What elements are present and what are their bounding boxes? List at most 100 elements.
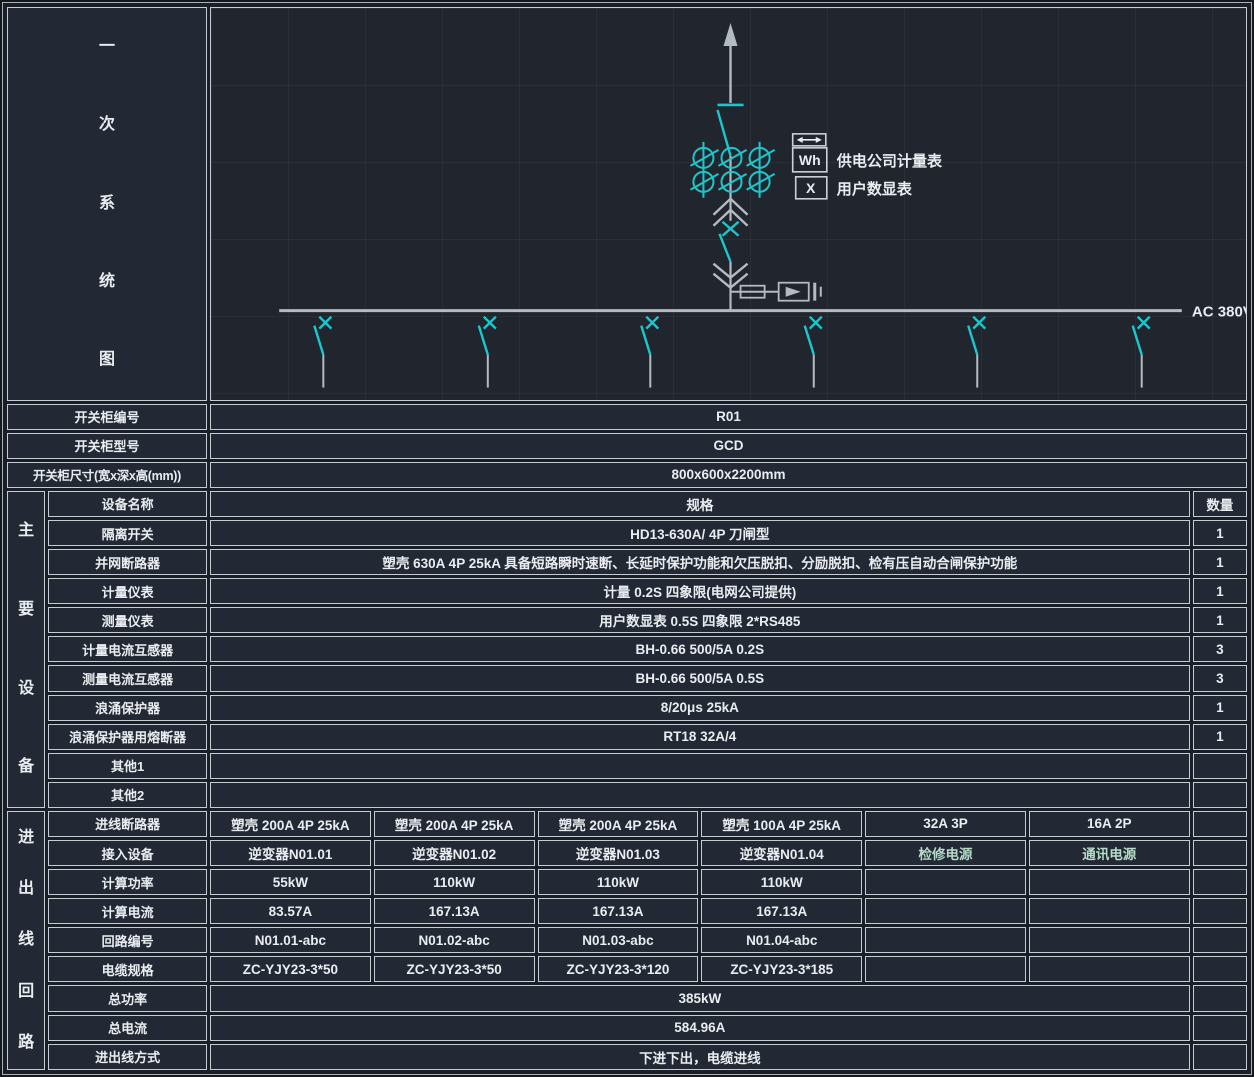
- display-meter-label: 用户数显表: [837, 180, 913, 198]
- circuit-row-label: 接入设备: [48, 839, 207, 867]
- empty-cell: [1192, 839, 1247, 867]
- section-char: 要: [18, 600, 35, 618]
- empty-cell: [1192, 1014, 1247, 1041]
- drawing-title-vertical: 一 次 系 统 图: [11, 8, 203, 400]
- spd-symbol: [777, 281, 810, 302]
- equipment-spec: BH-0.66 500/5A 0.2S: [209, 636, 1190, 663]
- circuit-value: 塑壳 200A 4P 25kA: [209, 810, 371, 837]
- table-row: 开关柜编号 R01: [7, 403, 1247, 430]
- equipment-spec: [209, 752, 1190, 779]
- equipment-qty: 1: [1192, 549, 1247, 576]
- empty-cell: [1192, 1043, 1247, 1070]
- section-char: 进: [18, 828, 35, 846]
- table-row: 其他1: [7, 752, 1247, 779]
- table-row: 开关柜尺寸(宽x深x高(mm)) 800x600x2200mm: [7, 461, 1247, 488]
- circuit-value: 32A 3P: [865, 810, 1026, 837]
- table-row: 进 出 线 回 路 进线断路器 塑壳 200A 4P 25kA 塑壳 200A …: [7, 810, 1247, 1070]
- feeder-2: [477, 315, 497, 388]
- circuit-value: N01.03-abc: [537, 927, 699, 954]
- equipment-spec: HD13-630A/ 4P 刀闸型: [209, 519, 1190, 547]
- table-row: 总功率 385kW: [7, 985, 1247, 1012]
- title-char: 系: [98, 194, 115, 212]
- section-char: 线: [18, 931, 35, 949]
- empty-cell: [1028, 927, 1190, 954]
- plug-in-chevrons-up: [712, 197, 749, 227]
- empty-cell: [865, 927, 1026, 954]
- cabinet-size-value: 800x600x2200mm: [209, 461, 1247, 488]
- circuit-value: 55kW: [209, 869, 371, 896]
- section-char: 路: [18, 1034, 35, 1052]
- equipment-qty: 3: [1192, 665, 1247, 692]
- wh-meter-symbol: Wh: [799, 152, 821, 168]
- summary-row-label: 进出线方式: [48, 1043, 207, 1070]
- empty-cell: [865, 869, 1026, 896]
- circuit-value: N01.01-abc: [209, 927, 371, 954]
- meter-arrow-icon: [796, 136, 822, 143]
- table-row: 浪涌保护器 8/20μs 25kA 1: [7, 694, 1247, 721]
- section-char: 回: [18, 982, 35, 1000]
- circuit-value: 110kW: [537, 869, 699, 896]
- table-row: 隔离开关 HD13-630A/ 4P 刀闸型 1: [7, 519, 1247, 547]
- table-row: 测量仪表 用户数显表 0.5S 四象限 2*RS485 1: [7, 607, 1247, 634]
- empty-cell: [1192, 985, 1247, 1012]
- breaker-symbol: [718, 220, 740, 263]
- circuit-value: 检修电源: [865, 839, 1026, 867]
- circuit-value: 逆变器N01.02: [373, 839, 535, 867]
- circuit-value: 塑壳 200A 4P 25kA: [537, 810, 699, 837]
- table-row: 其他2: [7, 781, 1247, 808]
- feeder-3: [640, 315, 660, 388]
- busbar: AC 380V: [279, 304, 1246, 321]
- table-row: 总电流 584.96A: [7, 1014, 1247, 1041]
- circuit-row-label: 计算电流: [48, 898, 207, 925]
- row-label: 开关柜编号: [7, 403, 207, 430]
- equipment-name: 并网断路器: [48, 549, 207, 576]
- circuit-value: 逆变器N01.04: [701, 839, 863, 867]
- empty-cell: [1192, 810, 1247, 837]
- bus-voltage-label: AC 380V: [1192, 304, 1246, 321]
- circuit-value: 塑壳 200A 4P 25kA: [373, 810, 535, 837]
- circuit-value: 16A 2P: [1028, 810, 1190, 837]
- wh-meter-label: 供电公司计量表: [836, 152, 943, 170]
- equipment-name: 测量仪表: [48, 607, 207, 634]
- cabinet-number-value: R01: [209, 403, 1247, 430]
- equipment-name: 其他1: [48, 752, 207, 779]
- circuit-value: ZC-YJY23-3*50: [373, 956, 535, 983]
- empty-cell: [865, 898, 1026, 925]
- column-header-spec: 规格: [209, 490, 1190, 517]
- section-char: 出: [18, 880, 35, 898]
- row-label: 开关柜型号: [7, 432, 207, 459]
- equipment-name: 测量电流互感器: [48, 665, 207, 692]
- section-label-circuits: 进 出 线 回 路: [7, 810, 46, 1070]
- table-row: 电缆规格 ZC-YJY23-3*50 ZC-YJY23-3*50 ZC-YJY2…: [7, 956, 1247, 983]
- schematic-canvas: AC 380V: [209, 7, 1247, 401]
- title-char: 次: [98, 116, 115, 134]
- summary-row-label: 总电流: [48, 1014, 207, 1041]
- equipment-name: 隔离开关: [48, 519, 207, 547]
- surge-protector-branch: [730, 281, 822, 302]
- summary-row-label: 总功率: [48, 985, 207, 1012]
- circuit-value: 167.13A: [373, 898, 535, 925]
- equipment-qty: 1: [1192, 723, 1247, 750]
- equipment-qty: 1: [1192, 607, 1247, 634]
- equipment-spec: 8/20μs 25kA: [209, 694, 1190, 721]
- equipment-name: 其他2: [48, 781, 207, 808]
- title-char: 统: [98, 273, 115, 291]
- empty-cell: [1028, 869, 1190, 896]
- column-header-name: 设备名称: [48, 490, 207, 517]
- equipment-spec: 用户数显表 0.5S 四象限 2*RS485: [209, 607, 1190, 634]
- meter-legend: Wh 供电公司计量表 X 用户数显表: [791, 133, 943, 200]
- circuit-value: N01.02-abc: [373, 927, 535, 954]
- equipment-qty: [1192, 752, 1247, 779]
- feeder-breakers: [313, 315, 1151, 388]
- feeder-5: [967, 315, 987, 388]
- empty-cell: [865, 956, 1026, 983]
- table-row: 浪涌保护器用熔断器 RT18 32A/4 1: [7, 723, 1247, 750]
- equipment-spec: 塑壳 630A 4P 25kA 具备短路瞬时速断、长延时保护功能和欠压脱扣、分励…: [209, 549, 1190, 576]
- circuit-value: N01.04-abc: [701, 927, 863, 954]
- circuit-value: ZC-YJY23-3*185: [701, 956, 863, 983]
- empty-cell: [1192, 869, 1247, 896]
- display-meter-icon: [794, 176, 828, 200]
- table-row: 并网断路器 塑壳 630A 4P 25kA 具备短路瞬时速断、长延时保护功能和欠压…: [7, 549, 1247, 576]
- current-transformer-symbols: [689, 141, 776, 198]
